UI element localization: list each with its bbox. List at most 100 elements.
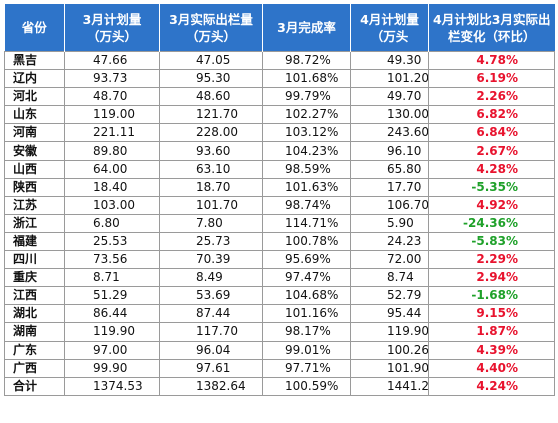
march-actual-cell: 47.05	[159, 50, 263, 71]
march-actual-cell: 93.60	[159, 141, 263, 161]
header-row: 省份 3月计划量 （万头） 3月实际出栏量 （万头） 3月完成率 4月计划量 （万头 …	[4, 4, 555, 52]
march-completion-rate-cell: 98.59%	[262, 159, 351, 179]
header-march-plan: 3月计划量 （万头）	[64, 4, 160, 52]
april-plan-cell: 52.79	[350, 286, 429, 306]
table-row: 河北 48.70 48.60 99.79% 49.70 2.26%	[4, 87, 555, 107]
change-cell: 6.19%	[428, 69, 555, 89]
march-actual-cell: 121.70	[159, 105, 263, 125]
march-actual-cell: 63.10	[159, 159, 263, 179]
change-cell: 2.29%	[428, 250, 555, 270]
march-actual-cell: 7.80	[159, 213, 263, 233]
table-row: 山东 119.00 121.70 102.27% 130.00 6.82%	[4, 105, 555, 125]
march-completion-rate-cell: 98.72%	[262, 50, 351, 71]
march-plan-cell: 8.71	[64, 268, 160, 288]
pig-slaughter-plan-table: 省份 3月计划量 （万头） 3月实际出栏量 （万头） 3月完成率 4月计划量 （万头 …	[4, 4, 555, 396]
change-cell: 2.67%	[428, 141, 555, 161]
march-actual-cell: 101.70	[159, 195, 263, 215]
march-completion-rate-cell: 114.71%	[262, 213, 351, 233]
march-actual-cell: 95.30	[159, 69, 263, 89]
march-completion-rate-cell: 97.71%	[262, 358, 351, 378]
table-row: 陕西 18.40 18.70 101.63% 17.70 -5.35%	[4, 177, 555, 197]
march-actual-cell: 97.61	[159, 358, 263, 378]
table-row: 湖南 119.90 117.70 98.17% 119.90 1.87%	[4, 322, 555, 342]
march-completion-rate-cell: 104.68%	[262, 286, 351, 306]
change-cell: 4.28%	[428, 159, 555, 179]
march-plan-cell: 119.00	[64, 105, 160, 125]
march-completion-rate-cell: 101.68%	[262, 69, 351, 89]
change-cell: 6.84%	[428, 123, 555, 143]
change-cell: -5.83%	[428, 231, 555, 252]
pig-slaughter-plan-table-container: 省份 3月计划量 （万头） 3月实际出栏量 （万头） 3月完成率 4月计划量 （万头 …	[4, 4, 555, 419]
march-plan-cell: 93.73	[64, 69, 160, 89]
table-row: 湖北 86.44 87.44 101.16% 95.44 9.15%	[4, 304, 555, 324]
change-cell: -24.36%	[428, 213, 555, 233]
change-cell: 4.78%	[428, 50, 555, 71]
table-row: 重庆 8.71 8.49 97.47% 8.74 2.94%	[4, 268, 555, 288]
province-cell: 安徽	[4, 141, 65, 161]
march-completion-rate-cell: 98.74%	[262, 195, 351, 215]
table-row: 广西 99.90 97.61 97.71% 101.90 4.40%	[4, 358, 555, 378]
table-row: 辽内 93.73 95.30 101.68% 101.20 6.19%	[4, 69, 555, 89]
province-cell: 重庆	[4, 268, 65, 288]
march-actual-cell: 53.69	[159, 286, 263, 306]
header-march-completion-rate: 3月完成率	[262, 4, 351, 52]
change-cell: 2.26%	[428, 87, 555, 107]
change-cell: 4.39%	[428, 340, 555, 360]
table-row: 山西 64.00 63.10 98.59% 65.80 4.28%	[4, 159, 555, 179]
march-actual-cell: 8.49	[159, 268, 263, 288]
april-plan-cell: 106.70	[350, 195, 429, 215]
march-completion-rate-cell: 97.47%	[262, 268, 351, 288]
header-april-vs-march-change: 4月计划比3月实际出 栏变化（环比）	[428, 4, 555, 52]
province-cell: 湖北	[4, 304, 65, 324]
province-cell: 江苏	[4, 195, 65, 215]
march-plan-cell: 119.90	[64, 322, 160, 342]
march-completion-rate-cell: 101.16%	[262, 304, 351, 324]
march-plan-cell: 86.44	[64, 304, 160, 324]
april-plan-cell: 101.20	[350, 69, 429, 89]
change-cell: 4.40%	[428, 358, 555, 378]
province-cell: 广东	[4, 340, 65, 360]
april-plan-cell: 243.60	[350, 123, 429, 143]
march-plan-cell: 18.40	[64, 177, 160, 197]
march-actual-cell: 87.44	[159, 304, 263, 324]
april-plan-cell: 1441.26	[350, 376, 429, 396]
province-cell: 浙江	[4, 213, 65, 233]
april-plan-cell: 96.10	[350, 141, 429, 161]
province-cell: 河北	[4, 87, 65, 107]
table-row: 黑吉 47.66 47.05 98.72% 49.30 4.78%	[4, 50, 555, 71]
april-plan-cell: 5.90	[350, 213, 429, 233]
header-march-actual: 3月实际出栏量 （万头）	[159, 4, 263, 52]
march-plan-cell: 1374.53	[64, 376, 160, 396]
province-cell: 江西	[4, 286, 65, 306]
march-actual-cell: 48.60	[159, 87, 263, 107]
change-cell: 2.94%	[428, 268, 555, 288]
province-cell: 陕西	[4, 177, 65, 197]
march-actual-cell: 18.70	[159, 177, 263, 197]
change-cell: 4.92%	[428, 195, 555, 215]
march-actual-cell: 228.00	[159, 123, 263, 143]
march-plan-cell: 25.53	[64, 231, 160, 252]
province-cell: 山东	[4, 105, 65, 125]
april-plan-cell: 65.80	[350, 159, 429, 179]
march-completion-rate-cell: 101.63%	[262, 177, 351, 197]
province-cell: 辽内	[4, 69, 65, 89]
change-cell: 4.24%	[428, 376, 555, 396]
province-cell: 福建	[4, 231, 65, 252]
header-province: 省份	[4, 4, 65, 52]
april-plan-cell: 119.90	[350, 322, 429, 342]
table-row: 安徽 89.80 93.60 104.23% 96.10 2.67%	[4, 141, 555, 161]
march-completion-rate-cell: 100.59%	[262, 376, 351, 396]
march-completion-rate-cell: 104.23%	[262, 141, 351, 161]
province-cell: 山西	[4, 159, 65, 179]
march-plan-cell: 99.90	[64, 358, 160, 378]
province-cell: 黑吉	[4, 50, 65, 71]
april-plan-cell: 95.44	[350, 304, 429, 324]
march-plan-cell: 6.80	[64, 213, 160, 233]
march-completion-rate-cell: 103.12%	[262, 123, 351, 143]
table-row: 河南 221.11 228.00 103.12% 243.60 6.84%	[4, 123, 555, 143]
table-body: 黑吉 47.66 47.05 98.72% 49.30 4.78% 辽内 93.73 95.30…	[4, 50, 555, 396]
march-plan-cell: 221.11	[64, 123, 160, 143]
march-actual-cell: 70.39	[159, 250, 263, 270]
change-cell: 6.82%	[428, 105, 555, 125]
